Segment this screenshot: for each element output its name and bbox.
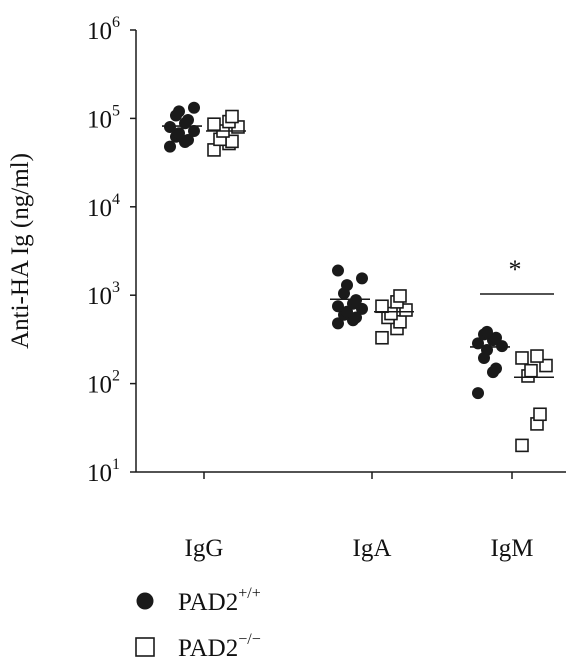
y-tick-label: 106 xyxy=(87,14,120,45)
y-tick-label: 105 xyxy=(87,102,120,133)
data-point-pad2-wt xyxy=(350,294,362,307)
data-point-pad2-wt xyxy=(188,101,200,114)
data-point-pad2-ko xyxy=(207,117,221,131)
x-tick-label-igg: IgG xyxy=(185,535,224,562)
data-point-pad2-wt xyxy=(182,133,194,146)
data-point-pad2-wt xyxy=(341,279,353,292)
data-point-pad2-wt xyxy=(481,325,493,338)
data-point-pad2-wt xyxy=(173,127,185,140)
data-point-pad2-wt xyxy=(356,302,368,315)
axes xyxy=(135,30,566,473)
data-point-pad2-wt xyxy=(490,331,502,344)
data-point-pad2-wt xyxy=(332,300,344,313)
data-point-pad2-ko xyxy=(393,289,407,303)
data-point-pad2-wt xyxy=(173,105,185,118)
data-point-pad2-wt xyxy=(490,362,502,375)
data-point-pad2-wt xyxy=(332,317,344,330)
x-ticks: IgG IgA IgM xyxy=(185,472,534,562)
data-point-pad2-wt xyxy=(332,264,344,277)
data-point-pad2-ko xyxy=(524,363,538,378)
legend-marker-square xyxy=(135,637,155,657)
legend-label: PAD2−/− xyxy=(178,631,261,662)
data-point-pad2-ko xyxy=(533,407,547,422)
data-point-pad2-wt xyxy=(356,272,368,285)
y-tick-label: 102 xyxy=(87,368,120,399)
data-point-pad2-wt xyxy=(188,125,200,138)
y-axis-label: Anti-HA Ig (ng/ml) xyxy=(7,153,34,349)
x-tick-label-iga: IgA xyxy=(353,535,392,562)
median-lines xyxy=(162,125,554,379)
data-point-pad2-ko xyxy=(375,299,389,314)
y-tick-label: 101 xyxy=(87,456,120,487)
y-tick-label: 104 xyxy=(87,191,120,222)
legend: PAD2+/+ PAD2−/− xyxy=(135,585,261,662)
data-point-pad2-wt xyxy=(472,387,484,400)
x-tick-label-igm: IgM xyxy=(490,535,533,562)
data-point-pad2-wt xyxy=(350,311,362,324)
data-point-pad2-ko xyxy=(375,330,389,345)
legend-marker-circle xyxy=(136,592,154,610)
significance-marker: * xyxy=(509,255,522,284)
y-ticks: 101 102 103 104 105 106 xyxy=(87,14,136,487)
data-point-pad2-ko xyxy=(515,351,529,365)
data-points xyxy=(164,101,553,453)
data-point-pad2-ko xyxy=(515,438,529,453)
data-point-pad2-wt xyxy=(164,120,176,133)
data-point-pad2-ko xyxy=(530,349,544,363)
y-tick-label: 103 xyxy=(87,279,120,310)
data-point-pad2-wt xyxy=(164,140,176,153)
annotations: * xyxy=(480,255,554,295)
legend-label: PAD2+/+ xyxy=(178,585,261,616)
data-point-pad2-ko xyxy=(225,109,239,124)
data-point-pad2-wt xyxy=(182,113,194,126)
